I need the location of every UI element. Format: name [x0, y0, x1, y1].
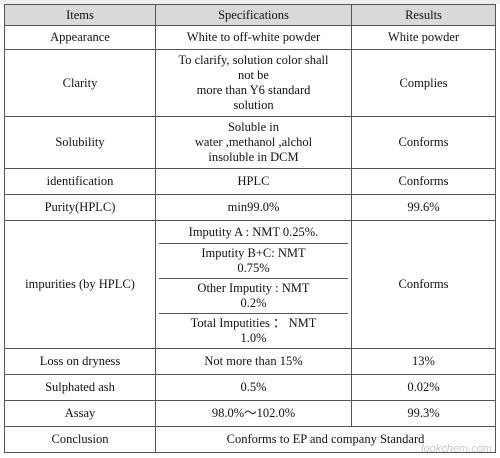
item-cell: Conclusion: [4, 426, 156, 453]
conclusion-row: Conclusion Conforms to EP and company St…: [4, 426, 496, 453]
item-cell: Sulphated ash: [4, 374, 156, 401]
header-items: Items: [4, 4, 156, 26]
spec-cell: 98.0%～102.0%: [155, 400, 352, 427]
item-cell: identification: [4, 168, 156, 195]
impurity-spec: Other Imputity : NMT 0.2%: [159, 278, 348, 314]
item-cell: Appearance: [4, 25, 156, 50]
result-cell: White powder: [351, 25, 496, 50]
item-cell: Solubility: [4, 116, 156, 169]
spec-cell: White to off-white powder: [155, 25, 352, 50]
table-row: identification HPLC Conforms: [4, 168, 496, 195]
impurity-subtable: Imputity A : NMT 0.25%. Imputity B+C: NM…: [159, 221, 348, 348]
table-row: Assay 98.0%～102.0% 99.3%: [4, 400, 496, 427]
table-row: Sulphated ash 0.5% 0.02%: [4, 374, 496, 401]
result-cell: Conforms: [351, 116, 496, 169]
item-cell: Loss on dryness: [4, 348, 156, 375]
table-row: Loss on dryness Not more than 15% 13%: [4, 348, 496, 375]
impurity-spec-group: Imputity A : NMT 0.25%. Imputity B+C: NM…: [155, 220, 352, 349]
item-cell: Clarity: [4, 49, 156, 117]
result-cell: 99.3%: [351, 400, 496, 427]
spec-cell: To clarify, solution color shall not be …: [155, 49, 352, 117]
header-row: Items Specifications Results: [4, 4, 496, 26]
impurity-spec: Total Imputities ： NMT 1.0%: [190, 316, 317, 345]
result-cell: Complies: [351, 49, 496, 117]
impurity-spec: Imputity A : NMT 0.25%.: [159, 221, 348, 244]
result-cell: 13%: [351, 348, 496, 375]
spec-cell: Not more than 15%: [155, 348, 352, 375]
item-cell: impurities (by HPLC): [4, 220, 156, 349]
table-row: Solubility Soluble in water ,methanol ,a…: [4, 116, 496, 169]
spec-cell: HPLC: [155, 168, 352, 195]
item-cell: Purity(HPLC): [4, 194, 156, 221]
specification-table: Items Specifications Results Appearance …: [4, 4, 496, 453]
item-cell: Assay: [4, 400, 156, 427]
impurity-spec: Imputity B+C: NMT 0.75%: [159, 243, 348, 279]
header-specifications: Specifications: [155, 4, 352, 26]
watermark-text: lookchem.com: [421, 443, 492, 455]
impurities-row: impurities (by HPLC) Imputity A : NMT 0.…: [4, 220, 496, 349]
conclusion-cell: Conforms to EP and company Standard: [155, 426, 496, 453]
header-results: Results: [351, 4, 496, 26]
result-cell: 0.02%: [351, 374, 496, 401]
top-strip: [0, 0, 500, 4]
spec-cell: min99.0%: [155, 194, 352, 221]
table-row: Purity(HPLC) min99.0% 99.6%: [4, 194, 496, 221]
result-cell: Conforms: [351, 168, 496, 195]
result-cell: 99.6%: [351, 194, 496, 221]
spec-cell: Soluble in water ,methanol ,alchol insol…: [155, 116, 352, 169]
spec-cell: 0.5%: [155, 374, 352, 401]
result-cell: Conforms: [351, 220, 496, 349]
table-row: Appearance White to off-white powder Whi…: [4, 25, 496, 50]
table-row: Clarity To clarify, solution color shall…: [4, 49, 496, 117]
